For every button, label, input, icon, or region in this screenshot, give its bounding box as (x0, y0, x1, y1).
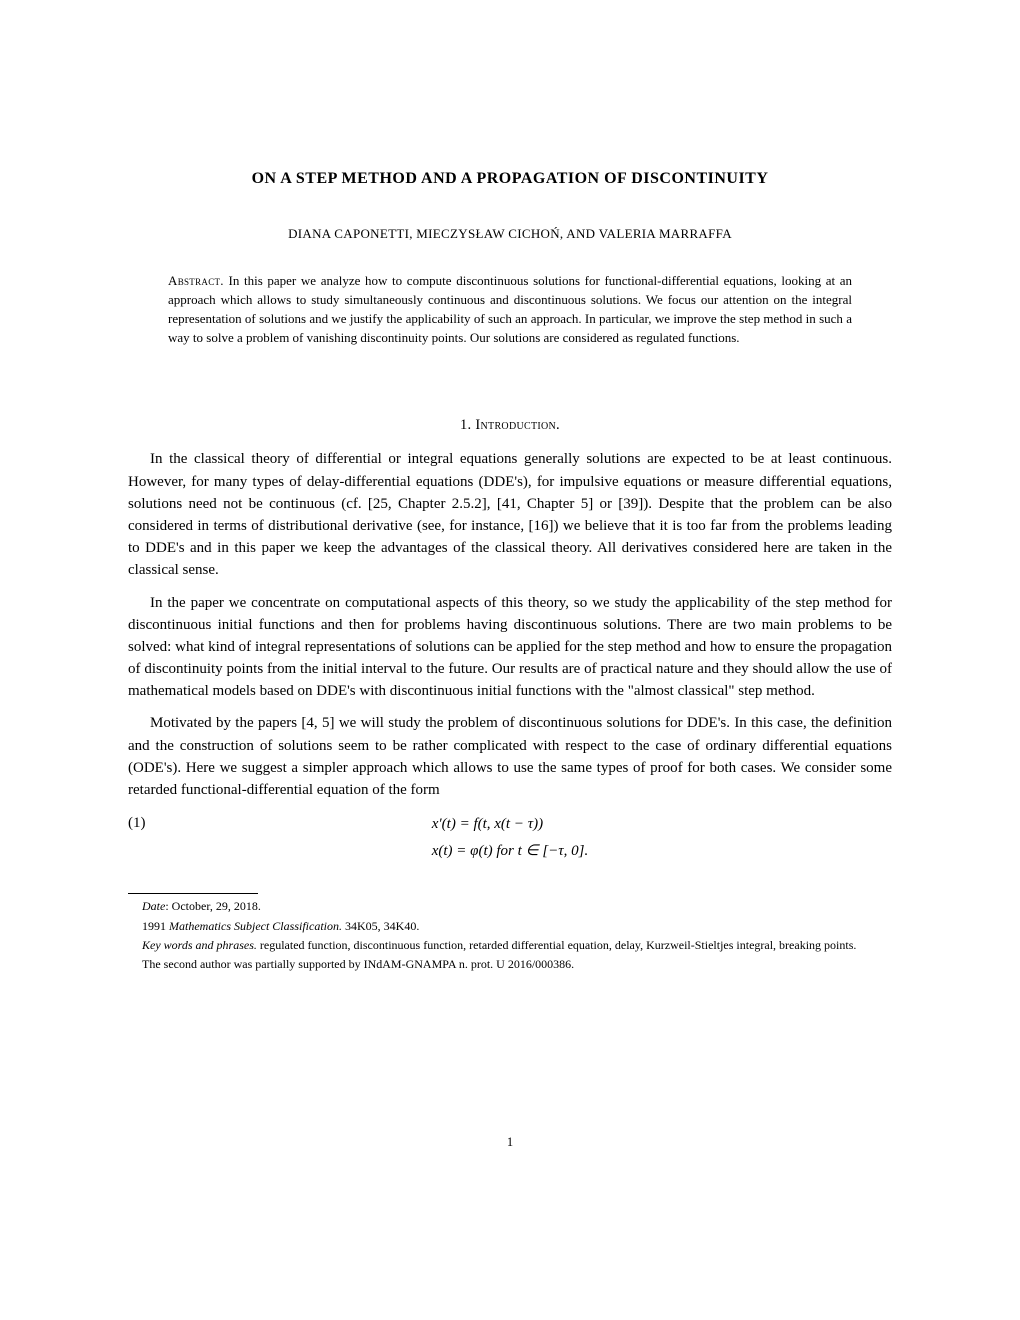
authors-line: DIANA CAPONETTI, MIECZYSŁAW CICHOŃ, AND … (128, 226, 892, 242)
equation-line-1: x′(t) = f(t, x(t − τ)) (432, 811, 589, 838)
abstract-text: In this paper we analyze how to compute … (168, 273, 852, 345)
footnote-kw-value: regulated function, discontinuous functi… (257, 938, 857, 952)
page-number: 1 (0, 1135, 1020, 1150)
paragraph-2: In the paper we concentrate on computati… (128, 592, 892, 703)
footnote-date-value: : October, 29, 2018. (165, 899, 261, 913)
footnote-keywords: Key words and phrases. regulated functio… (128, 937, 892, 954)
section-heading: 1. Introduction. (128, 417, 892, 434)
footnote-msc-year: 1991 (142, 919, 169, 933)
footnote-date-label: Date (142, 899, 165, 913)
footnote-rule (128, 893, 258, 894)
abstract-label: Abstract. (168, 273, 224, 288)
equation-number: (1) (128, 815, 146, 832)
footnote-msc: 1991 Mathematics Subject Classification.… (128, 918, 892, 935)
paper-title: ON A STEP METHOD AND A PROPAGATION OF DI… (128, 170, 892, 188)
paragraph-1: In the classical theory of differential … (128, 448, 892, 581)
footnote-kw-label: Key words and phrases. (142, 938, 257, 952)
page: ON A STEP METHOD AND A PROPAGATION OF DI… (0, 0, 1020, 1320)
footnote-msc-value: 34K05, 34K40. (342, 919, 419, 933)
paragraph-3: Motivated by the papers [4, 5] we will s… (128, 712, 892, 801)
footnote-support: The second author was partially supporte… (128, 956, 892, 973)
equation-lines: x′(t) = f(t, x(t − τ)) x(t) = φ(t) for t… (128, 811, 892, 865)
equation-1: (1) x′(t) = f(t, x(t − τ)) x(t) = φ(t) f… (128, 811, 892, 865)
footnote-date: Date: October, 29, 2018. (128, 898, 892, 915)
abstract-block: Abstract. In this paper we analyze how t… (168, 272, 852, 347)
equation-line-2: x(t) = φ(t) for t ∈ [−τ, 0]. (432, 838, 589, 865)
footnote-msc-label: Mathematics Subject Classification. (169, 919, 342, 933)
